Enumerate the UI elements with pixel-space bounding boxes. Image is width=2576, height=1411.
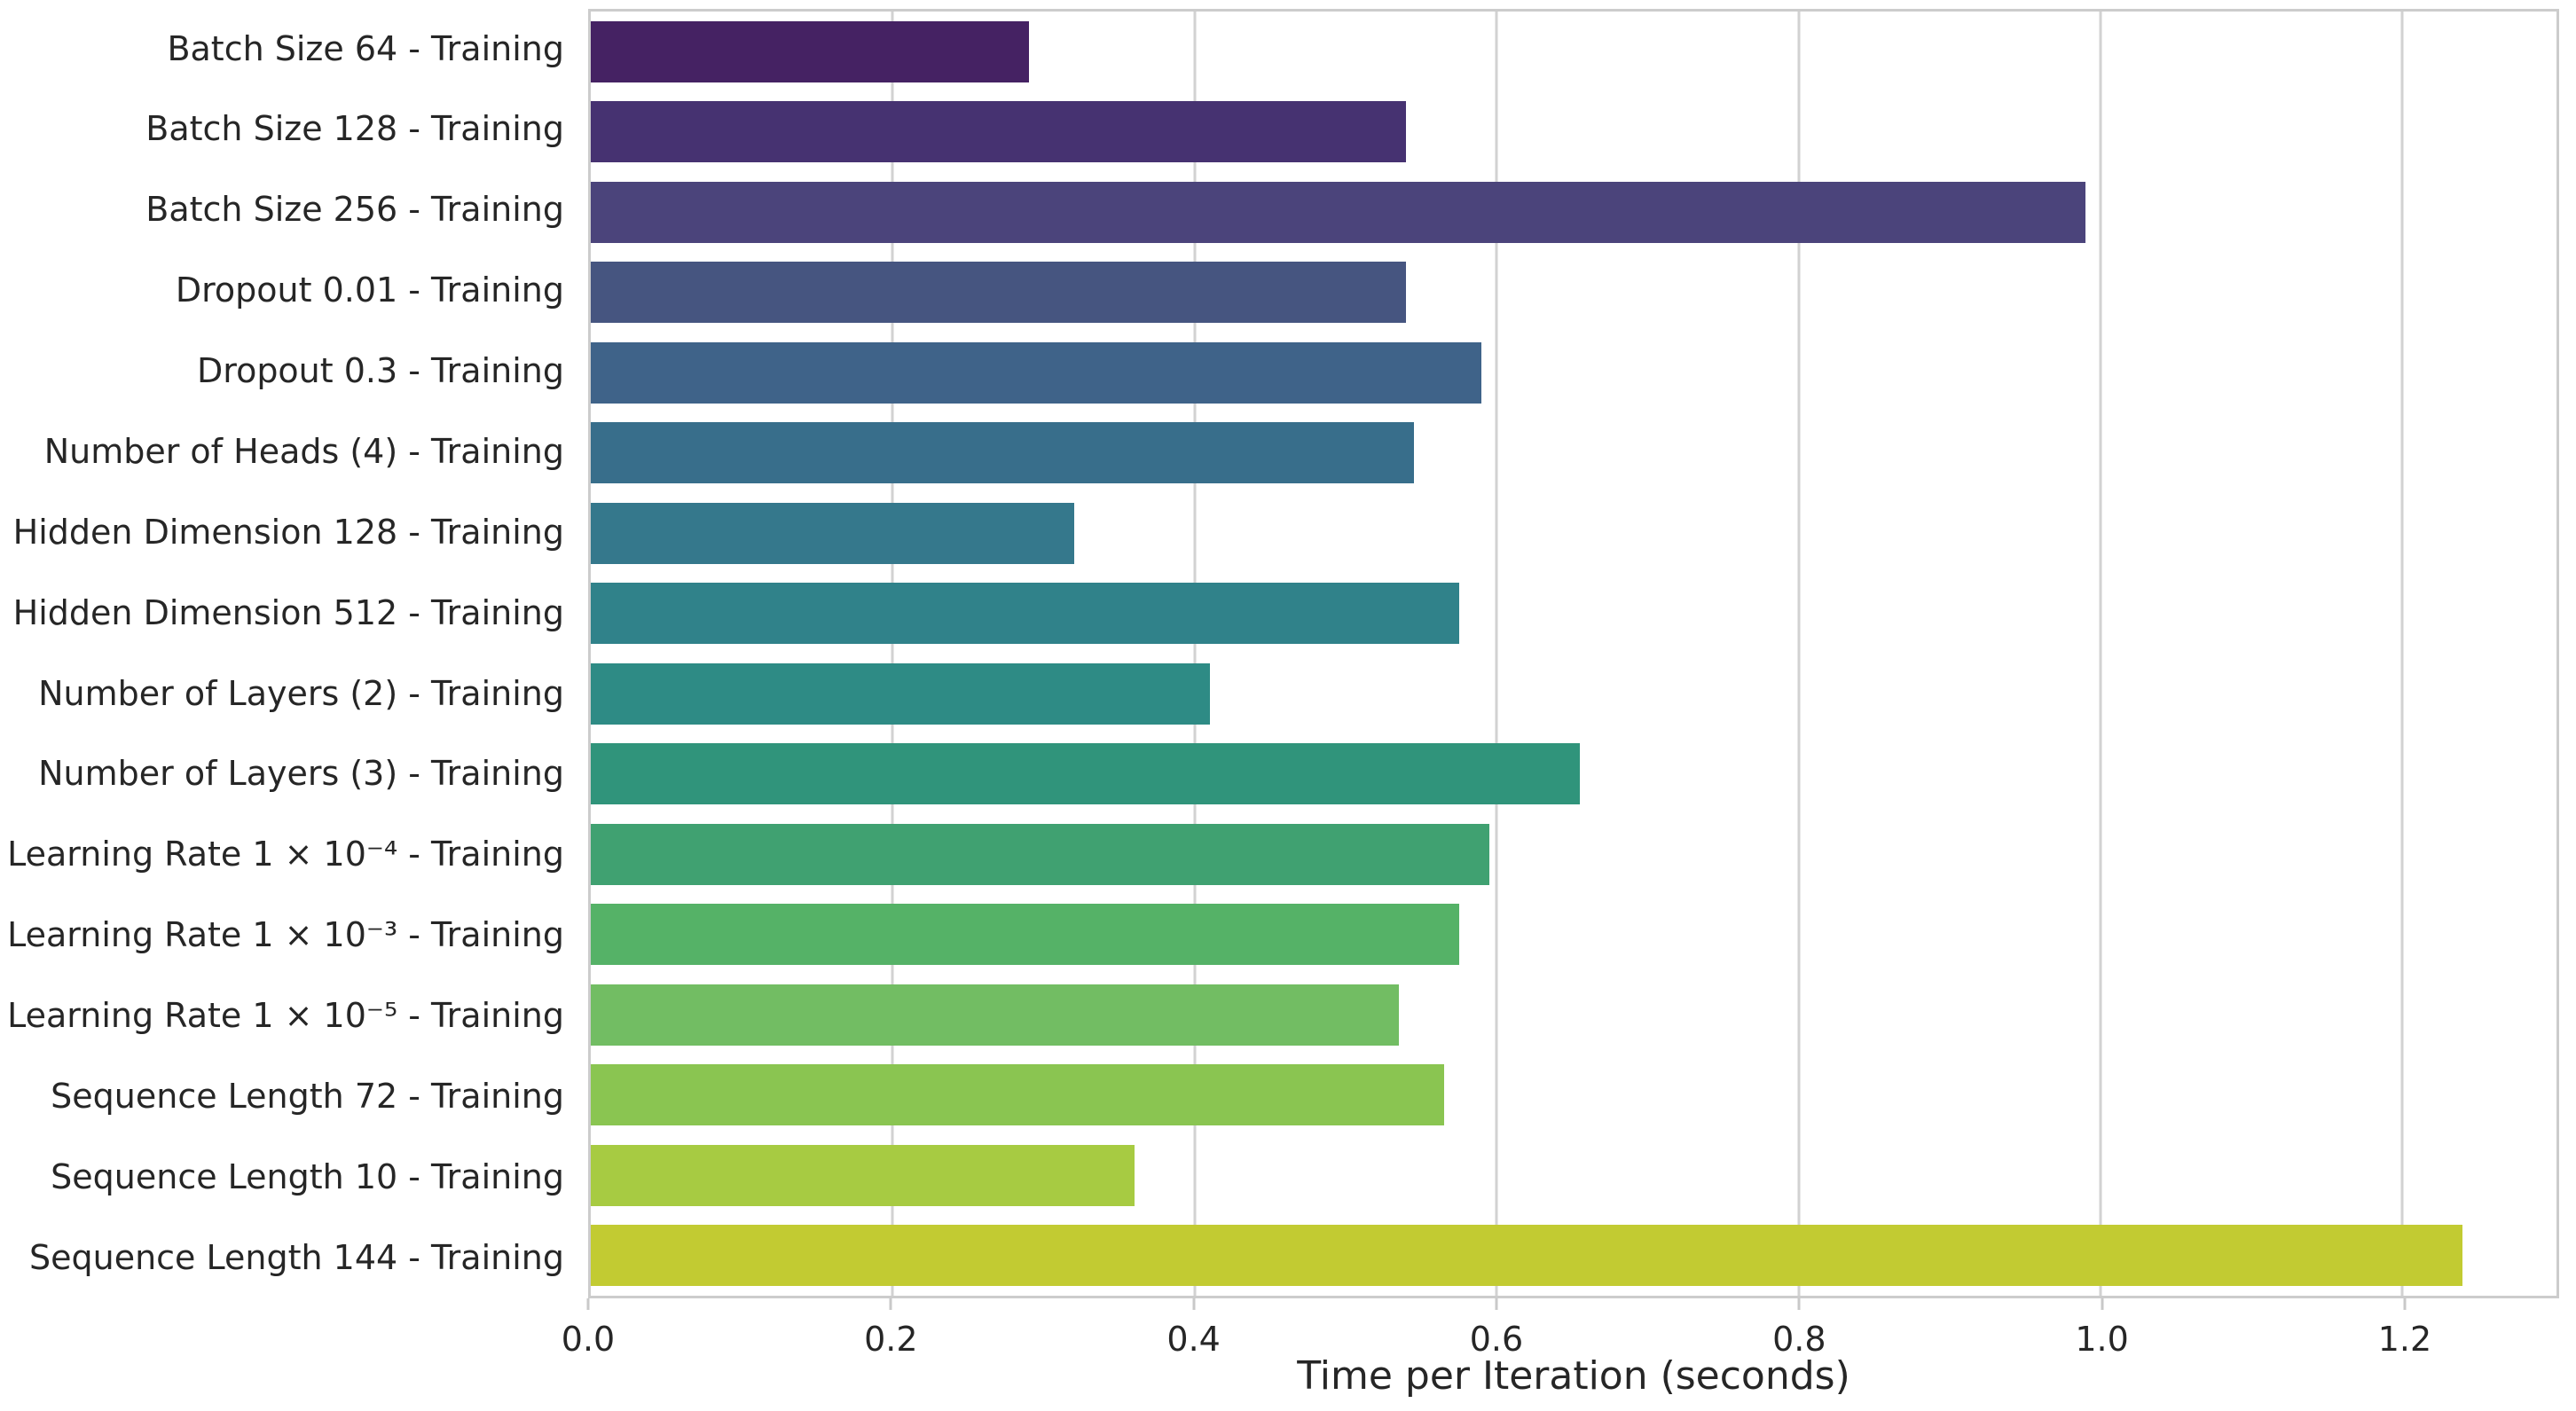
gridline bbox=[1193, 12, 1197, 1296]
y-axis-label: Sequence Length 10 - Training bbox=[51, 1156, 564, 1196]
y-axis-label: Hidden Dimension 128 - Training bbox=[12, 512, 564, 552]
y-axis-label: Batch Size 64 - Training bbox=[167, 28, 564, 68]
y-axis-label: Learning Rate 1 × 10⁻³ - Training bbox=[7, 915, 564, 955]
y-axis-label: Hidden Dimension 512 - Training bbox=[12, 592, 564, 632]
x-tick-mark bbox=[889, 1298, 892, 1310]
x-tick-label: 0.0 bbox=[561, 1320, 616, 1359]
x-tick-label: 1.2 bbox=[2377, 1320, 2432, 1359]
bar-row bbox=[591, 333, 2556, 413]
x-tick-label: 0.4 bbox=[1166, 1320, 1221, 1359]
plot-area bbox=[588, 9, 2559, 1298]
bar bbox=[591, 904, 1459, 966]
bar bbox=[591, 20, 1029, 82]
gridline bbox=[1495, 12, 1498, 1296]
gridline bbox=[891, 12, 894, 1296]
bar bbox=[591, 262, 1407, 324]
bar-row bbox=[591, 172, 2556, 253]
bar-row bbox=[591, 1135, 2556, 1216]
y-axis-label: Learning Rate 1 × 10⁻⁵ - Training bbox=[7, 996, 564, 1036]
bar-row bbox=[591, 975, 2556, 1055]
bar-row bbox=[591, 12, 2556, 92]
bar-row bbox=[591, 895, 2556, 976]
bar bbox=[591, 823, 1489, 885]
x-tick-label: 0.8 bbox=[1772, 1320, 1826, 1359]
x-axis-ticks: 0.0 0.2 0.4 0.6 0.8 1.0 1.2 bbox=[562, 1298, 2559, 1378]
bar bbox=[591, 1225, 2463, 1287]
x-tick-label: 0.6 bbox=[1469, 1320, 1524, 1359]
y-axis-label: Batch Size 128 - Training bbox=[145, 109, 564, 149]
y-axis-label: Number of Layers (3) - Training bbox=[38, 754, 564, 794]
x-tick-mark bbox=[1495, 1298, 1498, 1310]
bar-row bbox=[591, 1055, 2556, 1136]
x-tick-label: 0.2 bbox=[864, 1320, 918, 1359]
y-axis-label: Dropout 0.3 - Training bbox=[197, 351, 564, 391]
x-tick-mark bbox=[1797, 1298, 1801, 1310]
bar bbox=[591, 662, 1210, 725]
y-axis-label: Number of Layers (2) - Training bbox=[38, 673, 564, 713]
bar bbox=[591, 1144, 1135, 1206]
bar bbox=[591, 743, 1580, 805]
bars-layer bbox=[591, 12, 2556, 1296]
gridline bbox=[2099, 12, 2102, 1296]
bar-row bbox=[591, 253, 2556, 333]
y-axis-label: Sequence Length 144 - Training bbox=[28, 1237, 564, 1277]
bar-row bbox=[591, 814, 2556, 895]
y-axis-label: Sequence Length 72 - Training bbox=[51, 1076, 564, 1116]
gridline bbox=[2400, 12, 2404, 1296]
y-axis-label: Dropout 0.01 - Training bbox=[175, 270, 564, 310]
bar-row bbox=[591, 574, 2556, 655]
y-axis-labels: Batch Size 64 - Training Batch Size 128 -… bbox=[0, 9, 564, 1298]
bar bbox=[591, 341, 1482, 404]
bar-row bbox=[591, 92, 2556, 173]
grid-layer bbox=[591, 12, 2556, 1296]
x-tick-mark bbox=[2403, 1298, 2407, 1310]
y-axis-label: Number of Heads (4) - Training bbox=[43, 431, 564, 471]
x-tick-mark bbox=[2101, 1298, 2104, 1310]
y-axis-label: Batch Size 256 - Training bbox=[145, 190, 564, 230]
bar bbox=[591, 1064, 1444, 1126]
y-axis-label: Learning Rate 1 × 10⁻⁴ - Training bbox=[7, 835, 564, 874]
bar bbox=[591, 181, 2085, 243]
bar bbox=[591, 101, 1407, 163]
x-tick-mark bbox=[586, 1298, 590, 1310]
bar-row bbox=[591, 1216, 2556, 1297]
bar bbox=[591, 502, 1074, 564]
bar-row bbox=[591, 413, 2556, 494]
bar-row bbox=[591, 654, 2556, 734]
bar bbox=[591, 583, 1459, 645]
x-axis-title: Time per Iteration (seconds) bbox=[1297, 1353, 1850, 1399]
bar-row bbox=[591, 734, 2556, 815]
bar bbox=[591, 422, 1414, 484]
x-tick-label: 1.0 bbox=[2075, 1320, 2129, 1359]
bar-row bbox=[591, 493, 2556, 574]
bar bbox=[591, 984, 1399, 1046]
x-tick-mark bbox=[1192, 1298, 1196, 1310]
gridline bbox=[1797, 12, 1801, 1296]
